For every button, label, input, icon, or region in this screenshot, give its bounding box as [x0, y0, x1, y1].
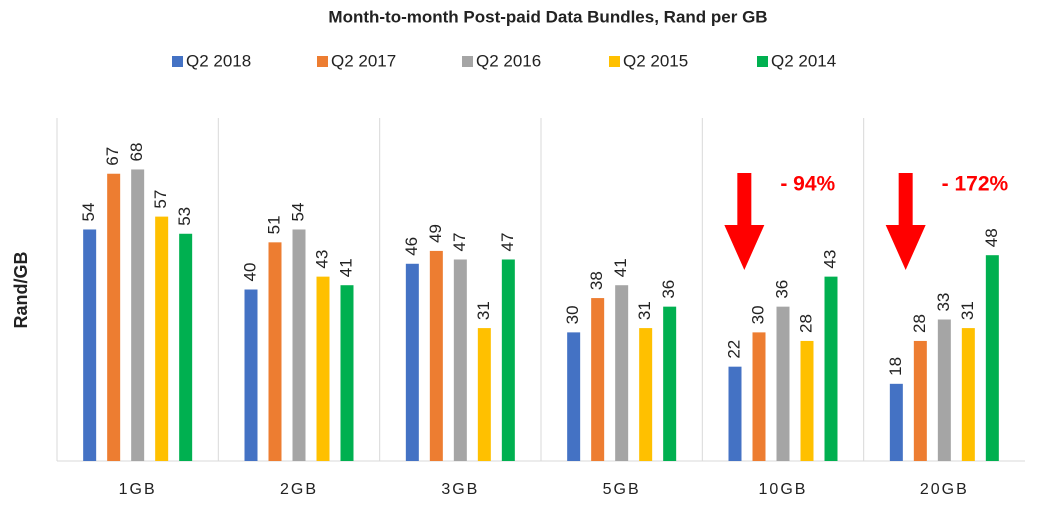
bar: [567, 332, 581, 461]
legend-label: Q2 2016: [476, 51, 541, 70]
data-label: 54: [79, 203, 98, 222]
bar: [937, 319, 951, 461]
bar: [913, 340, 927, 461]
data-label: 31: [958, 301, 977, 320]
bar: [340, 285, 354, 461]
bar: [405, 263, 419, 461]
data-label: 47: [450, 233, 469, 252]
annotation-arrow: [885, 173, 926, 270]
bar: [107, 173, 121, 462]
data-label: 53: [175, 207, 194, 226]
legend-swatch: [317, 56, 328, 67]
legend-label: Q2 2018: [186, 51, 251, 70]
data-label: 22: [724, 340, 743, 359]
x-tick-label: 1GB: [119, 481, 157, 498]
data-label: 47: [498, 233, 517, 252]
data-label: 31: [474, 301, 493, 320]
data-label: 51: [264, 215, 283, 234]
x-tick-label: 2GB: [280, 481, 318, 498]
bar: [752, 332, 766, 461]
data-label: 67: [103, 147, 122, 166]
data-label: 57: [151, 190, 170, 209]
bar: [800, 340, 814, 461]
bar: [501, 259, 515, 461]
bar: [429, 250, 443, 461]
bar: [477, 328, 491, 461]
x-tick-label: 10GB: [759, 481, 808, 498]
bar: [889, 383, 903, 461]
legend-swatch: [172, 56, 183, 67]
bar: [728, 366, 742, 461]
bar: [244, 289, 258, 461]
data-label: 36: [659, 280, 678, 299]
legend-label: Q2 2017: [331, 51, 396, 70]
data-label: 43: [312, 250, 331, 269]
data-label: 36: [772, 280, 791, 299]
bar: [639, 328, 653, 461]
data-label: 49: [426, 224, 445, 243]
annotation-arrow: [724, 173, 765, 270]
bar: [316, 276, 330, 461]
legend-label: Q2 2015: [623, 51, 688, 70]
bar: [179, 233, 193, 461]
x-tick-label: 20GB: [920, 481, 969, 498]
data-label: 43: [820, 250, 839, 269]
x-tick-label: 5GB: [603, 481, 641, 498]
data-label: 30: [563, 305, 582, 324]
bar: [268, 242, 282, 461]
bar: [985, 255, 999, 461]
bar: [131, 169, 145, 461]
bar: [453, 259, 467, 461]
data-label: 46: [402, 237, 421, 256]
data-label: 38: [587, 271, 606, 290]
data-label: 33: [934, 293, 953, 312]
bar: [292, 229, 306, 461]
annotation-text: - 94%: [780, 173, 835, 196]
bar: [663, 306, 677, 461]
bar: [155, 216, 169, 461]
legend-swatch: [462, 56, 473, 67]
bar: [824, 276, 838, 461]
chart-title: Month-to-month Post-paid Data Bundles, R…: [328, 7, 767, 26]
data-label: 68: [127, 143, 146, 162]
legend-swatch: [609, 56, 620, 67]
x-tick-label: 3GB: [441, 481, 479, 498]
data-label: 31: [635, 301, 654, 320]
data-label: 28: [910, 314, 929, 333]
y-axis-label: Rand/GB: [11, 251, 31, 328]
bar: [615, 285, 629, 461]
data-label: 18: [886, 357, 905, 376]
data-label: 41: [336, 258, 355, 277]
data-label: 41: [611, 258, 630, 277]
bar: [776, 306, 790, 461]
data-label: 54: [288, 203, 307, 222]
data-label: 40: [240, 263, 259, 282]
legend-swatch: [757, 56, 768, 67]
bar: [591, 298, 605, 461]
bar: [961, 328, 975, 461]
annotation-text: - 172%: [942, 173, 1009, 196]
data-label: 30: [748, 305, 767, 324]
data-label: 28: [796, 314, 815, 333]
bar: [83, 229, 97, 461]
legend-label: Q2 2014: [771, 51, 836, 70]
data-label: 48: [982, 228, 1001, 247]
